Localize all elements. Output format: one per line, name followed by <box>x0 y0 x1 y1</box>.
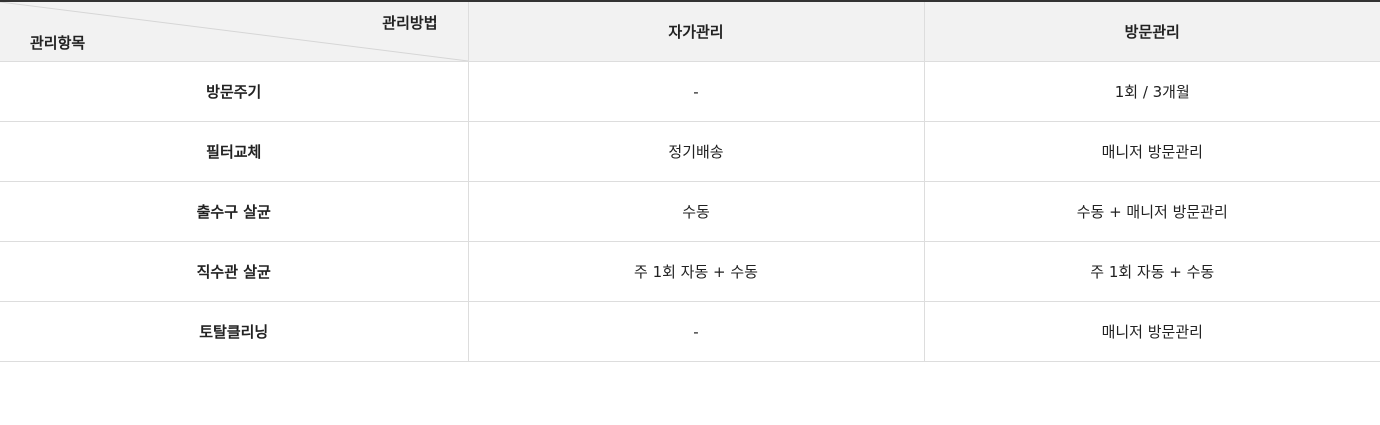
row-item-label: 필터교체 <box>0 121 468 182</box>
self-care-value: 주 1회 자동 + 수동 <box>467 241 924 302</box>
self-care-value: - <box>467 61 924 122</box>
item-header-label: 관리항목 <box>30 34 86 52</box>
visit-care-column-header: 방문관리 <box>923 1 1380 62</box>
visit-care-value: 수동 + 매니저 방문관리 <box>923 181 1380 242</box>
table-header: 관리방법 관리항목 자가관리 방문관리 <box>0 1 1380 62</box>
self-care-column-header: 자가관리 <box>467 1 924 62</box>
header-corner-cell: 관리방법 관리항목 <box>0 1 468 62</box>
row-item-label: 방문주기 <box>0 61 468 122</box>
table-row: 토탈클리닝 - 매니저 방문관리 <box>0 301 1380 362</box>
visit-care-value: 주 1회 자동 + 수동 <box>923 241 1380 302</box>
table-row: 직수관 살균 주 1회 자동 + 수동 주 1회 자동 + 수동 <box>0 241 1380 302</box>
visit-care-value: 매니저 방문관리 <box>923 301 1380 362</box>
self-care-value: - <box>467 301 924 362</box>
management-comparison-table: 관리방법 관리항목 자가관리 방문관리 방문주기 - 1회 / 3개월 필터교체… <box>0 0 1380 362</box>
visit-care-value: 1회 / 3개월 <box>923 61 1380 122</box>
table-row: 필터교체 정기배송 매니저 방문관리 <box>0 121 1380 182</box>
table-row: 출수구 살균 수동 수동 + 매니저 방문관리 <box>0 181 1380 242</box>
self-care-value: 수동 <box>467 181 924 242</box>
table-body: 방문주기 - 1회 / 3개월 필터교체 정기배송 매니저 방문관리 출수구 살… <box>0 61 1380 362</box>
row-item-label: 토탈클리닝 <box>0 301 468 362</box>
diagonal-divider <box>0 2 468 61</box>
method-header-label: 관리방법 <box>382 14 438 32</box>
header-row: 관리방법 관리항목 자가관리 방문관리 <box>0 1 1380 62</box>
row-item-label: 직수관 살균 <box>0 241 468 302</box>
row-item-label: 출수구 살균 <box>0 181 468 242</box>
self-care-value: 정기배송 <box>467 121 924 182</box>
table-row: 방문주기 - 1회 / 3개월 <box>0 61 1380 122</box>
visit-care-value: 매니저 방문관리 <box>923 121 1380 182</box>
